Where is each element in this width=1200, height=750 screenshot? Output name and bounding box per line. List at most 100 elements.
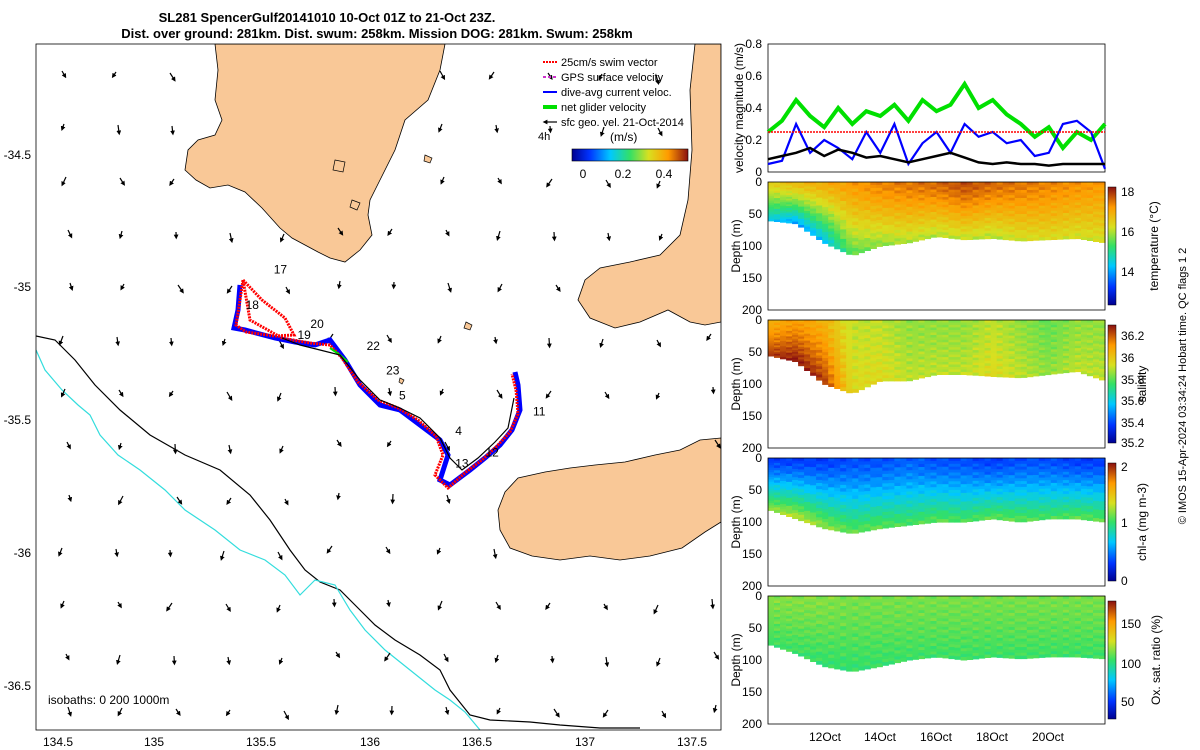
section-cell bbox=[876, 660, 883, 664]
section-cell bbox=[990, 361, 998, 365]
section-cell bbox=[852, 231, 859, 236]
section-cell bbox=[834, 326, 841, 330]
section-cell bbox=[1062, 207, 1070, 211]
section-cell bbox=[840, 387, 847, 392]
section-cell bbox=[1093, 333, 1100, 337]
section-cell bbox=[918, 481, 925, 486]
section-cell bbox=[1020, 632, 1028, 637]
section-cell bbox=[936, 598, 944, 603]
section-cell bbox=[990, 210, 998, 214]
velocity-panel: 0.8 0.6 0.4 0.2 0 velocity magnitude (m/… bbox=[732, 37, 1107, 179]
section-cell bbox=[1008, 322, 1016, 326]
section-cell bbox=[918, 203, 925, 207]
section-cell bbox=[888, 196, 895, 200]
section-cell bbox=[942, 632, 950, 636]
section-cell bbox=[846, 326, 853, 331]
section-cell bbox=[870, 233, 877, 237]
section-cell bbox=[1074, 469, 1082, 473]
section-cell bbox=[954, 492, 962, 497]
section-cell bbox=[930, 337, 938, 341]
section-cell bbox=[972, 497, 980, 502]
section-cell bbox=[936, 367, 944, 371]
section-cell bbox=[858, 639, 865, 644]
section-cell bbox=[954, 487, 962, 491]
section-cell bbox=[1044, 474, 1052, 478]
section-cell bbox=[954, 647, 962, 652]
section-cell bbox=[774, 217, 781, 221]
section-cell bbox=[966, 489, 974, 494]
section-cell bbox=[852, 522, 859, 527]
section-cell bbox=[822, 464, 829, 469]
section-cell bbox=[1068, 324, 1076, 328]
section-cell bbox=[1093, 472, 1100, 476]
section-cell bbox=[786, 202, 793, 205]
section-cell bbox=[870, 191, 877, 195]
section-cell bbox=[978, 491, 986, 496]
section-cell bbox=[936, 501, 944, 506]
section-cell bbox=[966, 192, 974, 196]
section-cell bbox=[996, 368, 1004, 373]
current-arrow bbox=[277, 551, 283, 561]
section-cell bbox=[1014, 237, 1022, 242]
section-cell bbox=[894, 207, 901, 211]
section-cell bbox=[798, 357, 805, 360]
section-cell bbox=[978, 646, 986, 651]
section-cell bbox=[894, 230, 901, 234]
section-cell bbox=[1032, 500, 1040, 504]
section-cell bbox=[1093, 225, 1100, 229]
section-cell bbox=[930, 352, 938, 356]
section-cell bbox=[906, 461, 913, 465]
section-cell bbox=[858, 599, 865, 604]
section-cell bbox=[912, 619, 919, 623]
section-cell bbox=[786, 613, 793, 617]
section-cell bbox=[924, 502, 932, 506]
section-cell bbox=[1020, 330, 1028, 334]
section-cell bbox=[888, 508, 895, 512]
section-cell bbox=[930, 510, 938, 515]
section-cell bbox=[996, 345, 1004, 349]
section-cell bbox=[894, 520, 901, 524]
section-cell bbox=[840, 481, 847, 486]
section-cell bbox=[774, 212, 781, 215]
section-cell bbox=[792, 504, 799, 508]
section-cell bbox=[870, 484, 877, 488]
section-cell bbox=[1050, 469, 1058, 473]
section-cell bbox=[870, 378, 877, 382]
section-cell bbox=[822, 320, 829, 324]
current-arrow bbox=[120, 283, 125, 291]
section-cell bbox=[906, 231, 913, 235]
section-cell bbox=[840, 329, 847, 334]
section-cell bbox=[1008, 218, 1016, 223]
section-cell bbox=[1056, 202, 1064, 206]
section-cell bbox=[816, 360, 823, 365]
section-cell bbox=[1038, 648, 1046, 653]
section-cell bbox=[930, 612, 938, 617]
section-cell bbox=[1002, 601, 1010, 605]
section-cell bbox=[966, 518, 974, 522]
section-cell bbox=[804, 613, 811, 617]
section-cell bbox=[1008, 343, 1016, 347]
section-cell bbox=[804, 466, 811, 471]
section-cell bbox=[978, 194, 986, 199]
section-cell bbox=[870, 605, 877, 610]
section-cell bbox=[792, 206, 799, 209]
section-cell bbox=[1056, 334, 1064, 338]
section-cell bbox=[948, 342, 956, 346]
section-cell bbox=[774, 492, 781, 496]
section-cell bbox=[972, 342, 980, 346]
section-cell bbox=[984, 348, 992, 352]
section-cell bbox=[1074, 350, 1082, 354]
section-cell bbox=[834, 471, 841, 476]
section-cell bbox=[1080, 349, 1088, 353]
section-cell bbox=[780, 488, 787, 492]
section-cell bbox=[834, 203, 841, 207]
section-cell bbox=[942, 649, 950, 653]
section-cell bbox=[1099, 463, 1106, 468]
section-cell bbox=[882, 624, 889, 628]
section-cell bbox=[798, 194, 805, 197]
section-cell bbox=[1093, 460, 1100, 465]
current-arrow bbox=[284, 498, 289, 506]
section-cell bbox=[1032, 203, 1040, 207]
section-cell bbox=[984, 368, 992, 372]
section-cell bbox=[804, 638, 811, 643]
